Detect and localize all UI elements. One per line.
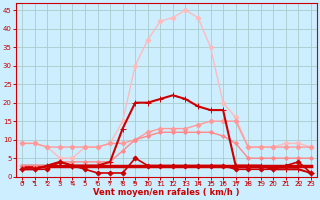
X-axis label: Vent moyen/en rafales ( km/h ): Vent moyen/en rafales ( km/h ) — [93, 188, 240, 197]
